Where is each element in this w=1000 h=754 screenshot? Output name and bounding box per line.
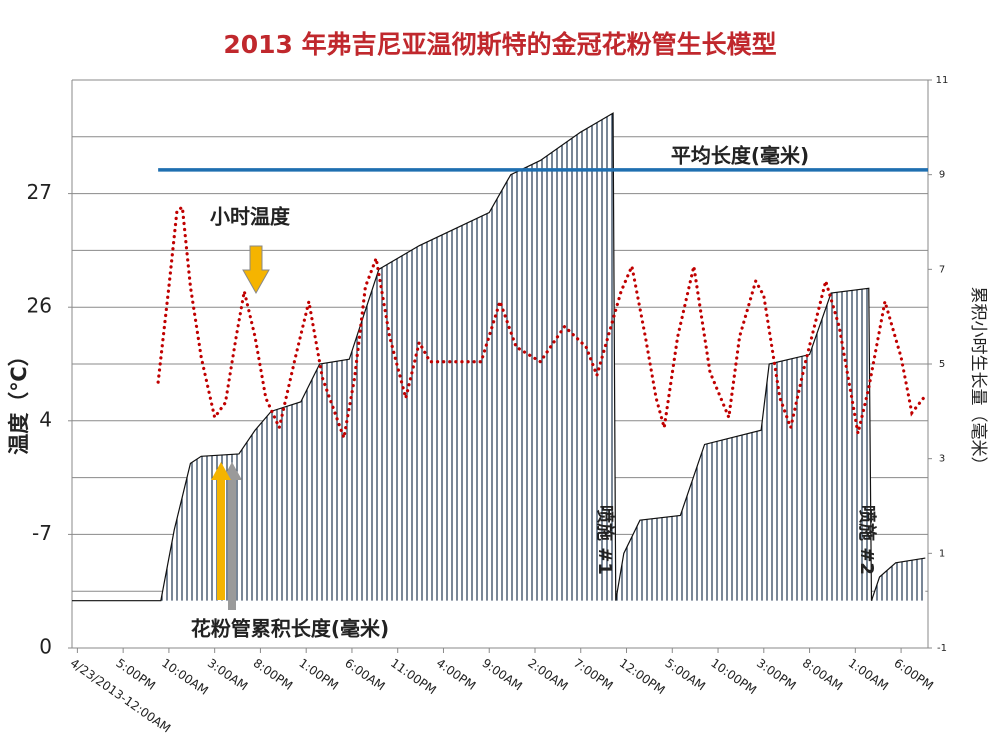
y-tick-label: -7: [32, 521, 52, 545]
y2-tick-label: 11: [936, 75, 949, 86]
x-tick-label: 12:00PM: [617, 656, 668, 697]
x-tick-label: 5:00AM: [663, 656, 708, 694]
y2-axis-label: 累积小时生长量（毫米）: [968, 287, 988, 474]
chart-title: 2013 年弗吉尼亚温彻斯特的金冠花粉管生长模型: [223, 30, 776, 59]
arrow: [242, 245, 270, 295]
x-tick-label: 10:00PM: [708, 656, 759, 697]
x-tick-label: 6:00PM: [891, 656, 936, 693]
y-tick-label: 0: [39, 635, 52, 659]
series-label: 平均长度(毫米): [671, 144, 809, 168]
x-tick-label: 9:00AM: [480, 656, 525, 694]
x-tick-label: 3:00AM: [205, 656, 250, 694]
annotation: 喷施 #2: [856, 505, 878, 575]
cumulative-line: [72, 112, 926, 602]
series-label: 花粉管累积长度(毫米): [191, 617, 389, 641]
x-tick-label: 8:00AM: [800, 656, 845, 694]
x-tick-label: 8:00PM: [251, 656, 296, 693]
y-tick-label: 26: [27, 294, 52, 318]
series-label: 小时温度: [210, 205, 291, 229]
y-tick-label: 27: [27, 180, 52, 204]
y2-tick-label: 5: [939, 359, 945, 370]
arrow: [222, 462, 242, 610]
x-tick-label: 7:00PM: [571, 656, 616, 693]
y-axis-label: 温度（℃）: [7, 345, 31, 454]
y2-tick-label: 3: [939, 454, 945, 465]
y2-tick-label: 1: [939, 548, 945, 559]
cumulative-area: [72, 113, 926, 601]
y2-tick-label: 7: [939, 264, 945, 275]
x-tick-label: 3:00PM: [754, 656, 799, 693]
annotation: 喷施 #1: [594, 505, 616, 575]
x-tick-label: 4:00PM: [434, 656, 479, 693]
x-tick-label: 11:00PM: [388, 656, 439, 697]
y-tick-label: 4: [39, 407, 52, 431]
y2-tick-label: -1: [937, 643, 947, 654]
y2-tick-label: 9: [939, 170, 945, 181]
x-tick-label: 1:00PM: [296, 656, 341, 693]
arrow: [211, 462, 231, 600]
x-tick-label: 10:00AM: [159, 656, 211, 698]
x-tick-label: 2:00AM: [525, 656, 570, 694]
plot: 0-742627-113579114/23/2013-12:00AM5:00PM…: [27, 75, 949, 736]
x-tick-label: 6:00AM: [342, 656, 387, 694]
x-tick-label: 1:00AM: [846, 656, 891, 694]
